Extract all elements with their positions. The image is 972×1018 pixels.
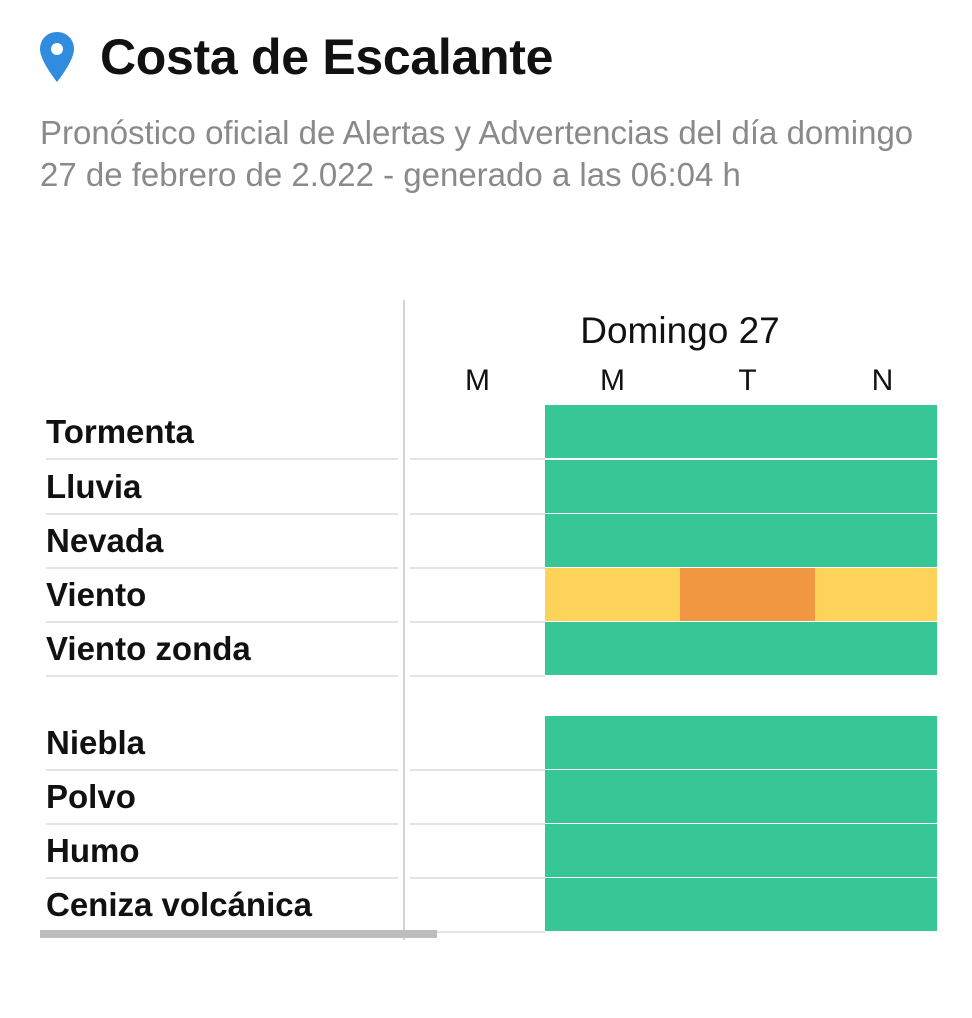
alert-cell-green[interactable] [680,824,815,877]
alert-cell-green[interactable] [815,716,937,769]
alert-cell-green[interactable] [545,622,680,675]
row-divider [46,877,398,879]
period-0: M [465,364,490,397]
row-divider [46,823,398,825]
alert-cell-green[interactable] [545,405,680,458]
row-divider [46,567,398,569]
row-divider [410,823,545,825]
hazard-label: Humo [46,832,140,869]
day-header: Domingo 27 [410,310,950,352]
hazard-label: Niebla [46,724,146,761]
alert-cell-green[interactable] [680,460,815,513]
alert-cell-green[interactable] [545,716,680,769]
location-pin-icon [40,32,74,82]
hazard-label: Nevada [46,522,164,559]
alert-cell-green[interactable] [680,770,815,823]
alert-cell-green[interactable] [815,514,937,567]
alert-cell-green[interactable] [815,622,937,675]
hazard-label: Tormenta [46,413,194,450]
alert-cell-green[interactable] [545,878,680,931]
row-divider [410,621,545,623]
alert-cell-green[interactable] [815,460,937,513]
location-title: Costa de Escalante [100,29,554,85]
alert-cell-orange[interactable] [680,568,815,621]
row-divider [410,458,545,460]
row-divider [410,931,545,933]
row-divider [410,877,545,879]
forecast-subtitle: Pronóstico oficial de Alertas y Adverten… [40,114,914,193]
hazard-label: Viento [46,576,147,613]
period-3: N [871,364,894,397]
row-divider [410,513,545,515]
row-divider [410,567,545,569]
period-1: M [600,364,625,397]
alert-cell-green[interactable] [815,770,937,823]
row-divider [46,458,398,460]
alert-cell-green[interactable] [545,770,680,823]
alert-cell-green[interactable] [545,824,680,877]
alert-cell-yellow[interactable] [545,568,680,621]
row-divider [46,621,398,623]
row-divider [410,769,545,771]
alert-cell-green[interactable] [545,460,680,513]
row-divider [46,769,398,771]
row-divider [410,675,545,677]
hazard-label: Lluvia [46,468,142,505]
alert-cell-green[interactable] [680,405,815,458]
day-label: Domingo 27 [580,310,780,351]
alert-cell-green[interactable] [815,405,937,458]
alert-cell-green[interactable] [680,622,815,675]
period-2: T [738,364,757,397]
alert-cell-green[interactable] [545,514,680,567]
hazard-label: Ceniza volcánica [46,886,312,923]
alert-cell-green[interactable] [680,716,815,769]
alert-cell-green[interactable] [680,878,815,931]
alert-cell-green[interactable] [815,878,937,931]
hazard-label: Polvo [46,778,136,815]
row-divider [46,675,398,677]
alert-cell-green[interactable] [680,514,815,567]
horizontal-scrollbar[interactable] [40,930,437,938]
hazard-label: Viento zonda [46,630,251,667]
alert-cell-green[interactable] [815,824,937,877]
location-header: Costa de Escalante [38,28,553,86]
row-divider [46,513,398,515]
alert-cell-yellow[interactable] [815,568,937,621]
column-divider [403,300,405,940]
